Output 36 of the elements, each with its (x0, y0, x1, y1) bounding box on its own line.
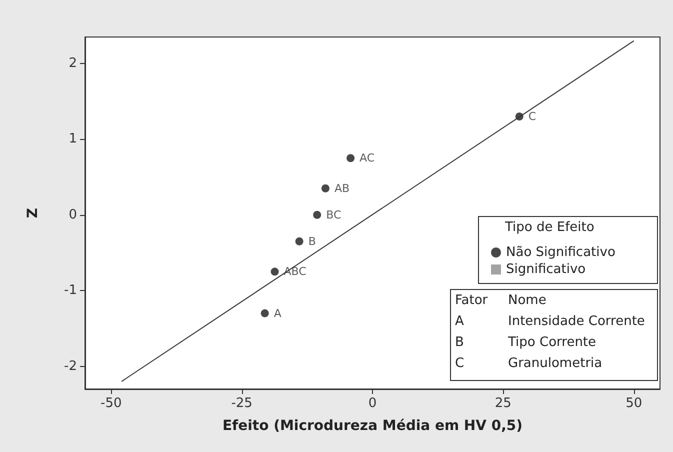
data-label: BC (326, 208, 342, 222)
data-label: C (528, 110, 536, 123)
annotation: A (455, 314, 464, 329)
y-tick-label: 0 (68, 207, 77, 222)
data-label: ABC (284, 265, 307, 278)
point (260, 309, 269, 318)
data-label: AC (360, 152, 375, 165)
annotation: Nome (508, 293, 546, 308)
legend-title: Tipo de Efeito (504, 220, 594, 235)
y-axis-title: Z (25, 208, 41, 218)
y-tick-label: 2 (68, 56, 77, 71)
annotation: Intensidade Corrente (508, 314, 645, 329)
data-label: A (274, 306, 282, 320)
x-axis-title: Efeito (Microdureza Média em HV 0,5) (222, 418, 523, 434)
x-tick-label: 25 (494, 396, 512, 411)
point (346, 154, 355, 162)
annotation: Tipo Corrente (507, 335, 596, 350)
annotation: C (455, 356, 464, 371)
point (321, 184, 330, 192)
point (270, 268, 279, 276)
annotation: B (455, 335, 464, 350)
legend-label: Não Significativo (506, 245, 616, 260)
x-tick-label: 0 (368, 396, 377, 411)
legend-label: Significativo (506, 262, 586, 277)
point (295, 237, 304, 246)
point (313, 210, 322, 219)
y-tick-label: 1 (68, 132, 77, 147)
annotation: Fator (455, 293, 488, 308)
x-tick-label: -25 (231, 396, 252, 411)
y-tick-label: -2 (64, 358, 77, 374)
data-label: B (308, 234, 316, 248)
annotation: Granulometria (508, 356, 602, 371)
data-label: AB (334, 182, 350, 195)
x-tick-label: -50 (100, 396, 122, 411)
x-tick-label: 50 (626, 396, 642, 411)
y-tick-label: -1 (64, 283, 77, 298)
